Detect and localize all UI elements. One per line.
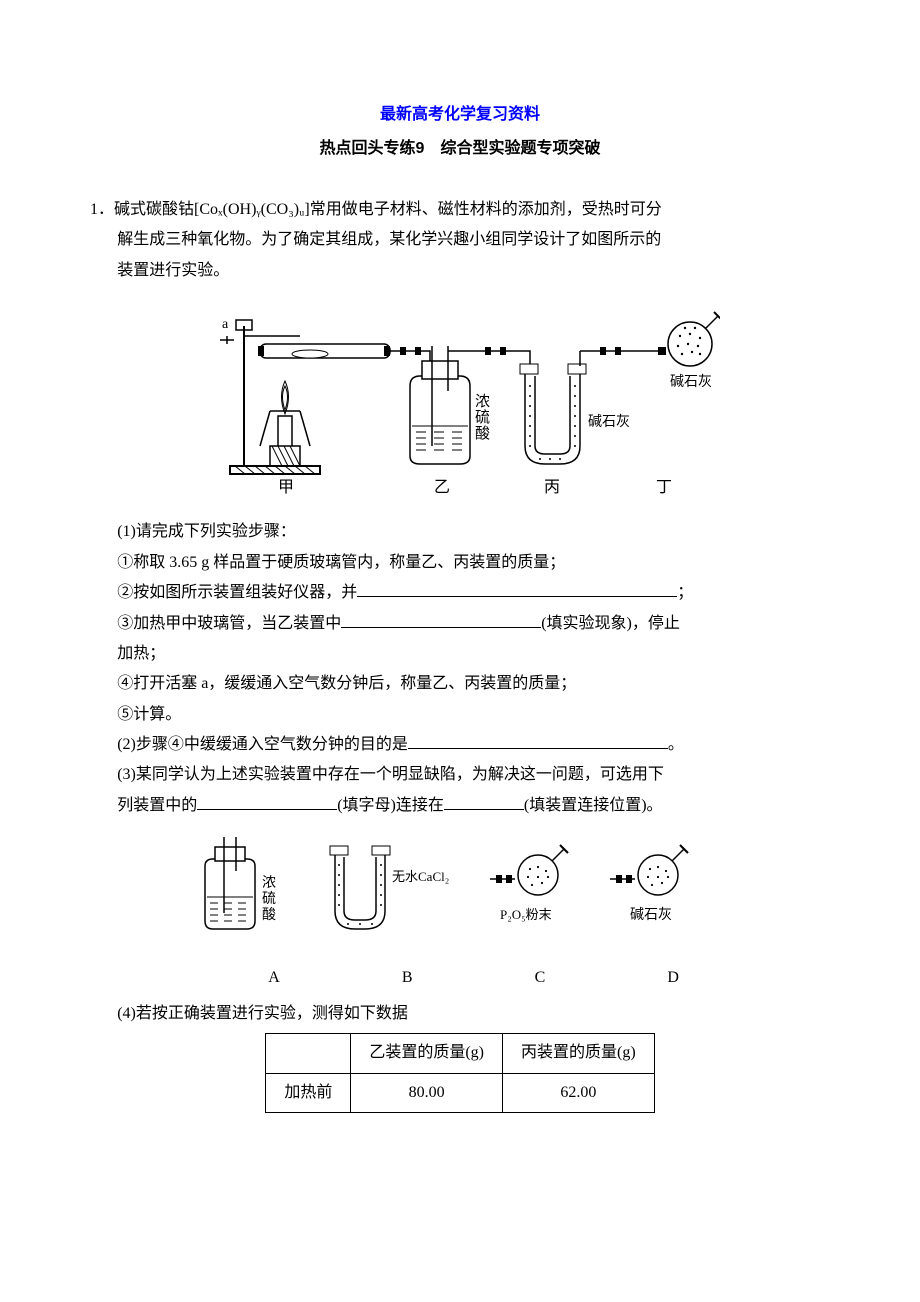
p1-step5: ⑤计算。	[90, 700, 830, 730]
blank-step2	[357, 581, 677, 597]
p3-l2a: 列装置中的	[117, 797, 197, 814]
p1-s3-b: (填实验现象)，停止	[541, 615, 680, 632]
svg-text:浓: 浓	[475, 393, 490, 410]
svg-text:丙: 丙	[544, 479, 560, 496]
svg-text:乙: 乙	[434, 479, 450, 496]
opt-b-label: B	[402, 963, 413, 993]
svg-text:碱石灰: 碱石灰	[630, 907, 672, 923]
table-col1: 乙装置的质量(g)	[351, 1034, 503, 1073]
p1-step3-line1: ③加热甲中玻璃管，当乙装置中 (填实验现象)，停止	[90, 609, 830, 639]
p1-step1: ①称取 3.65 g 样品置于硬质玻璃管内，称量乙、丙装置的质量；	[90, 548, 830, 578]
apparatus-diagram: a 甲	[90, 296, 830, 507]
p1-s2-b: ；	[677, 584, 693, 601]
p2-a: (2)步骤④中缓缓通入空气数分钟的目的是	[117, 736, 408, 753]
stem-l1: 碱式碳酸钴[Coₓ(OH)ᵧ(CO₃)ᵤ]常用做电子材料、磁性材料的添加剂，受热…	[114, 201, 662, 218]
svg-text:酸: 酸	[262, 907, 276, 923]
opt-a-label: A	[268, 963, 280, 993]
table-r1-v1: 80.00	[351, 1073, 503, 1112]
question-stem-line1: 1．碱式碳酸钴[Coₓ(OH)ᵧ(CO₃)ᵤ]常用做电子材料、磁性材料的添加剂，…	[90, 195, 830, 225]
p1-s2-a: ②按如图所示装置组装好仪器，并	[117, 584, 357, 601]
opt-c-label: C	[535, 963, 546, 993]
table-header-row: 乙装置的质量(g) 丙装置的质量(g)	[266, 1034, 654, 1073]
p3-line1: (3)某同学认为上述实验装置中存在一个明显缺陷，为解决这一问题，可选用下	[90, 760, 830, 790]
p1-s3-a: ③加热甲中玻璃管，当乙装置中	[117, 615, 341, 632]
svg-text:浓: 浓	[262, 875, 276, 891]
p1-step4: ④打开活塞 a，缓缓通入空气数分钟后，称量乙、丙装置的质量；	[90, 669, 830, 699]
p1-step2: ②按如图所示装置组装好仪器，并 ；	[90, 578, 830, 608]
table-col2: 丙装置的质量(g)	[503, 1034, 655, 1073]
blank-p2	[408, 733, 668, 749]
stem-l2: 解生成三种氧化物。为了确定其组成，某化学兴趣小组同学设计了如图所示的	[90, 225, 830, 255]
svg-text:P₂O₅粉末: P₂O₅粉末	[500, 907, 552, 922]
data-table: 乙装置的质量(g) 丙装置的质量(g) 加热前 80.00 62.00	[265, 1033, 654, 1113]
p3-line2: 列装置中的 (填字母)连接在 (填装置连接位置)。	[90, 791, 830, 821]
label-a: a	[222, 317, 229, 332]
blank-step3	[341, 612, 541, 628]
p1-lead: (1)请完成下列实验步骤：	[90, 517, 830, 547]
svg-text:丁: 丁	[656, 479, 672, 496]
opt-d-label: D	[667, 963, 679, 993]
p2-b: 。	[668, 736, 684, 753]
p2: (2)步骤④中缓缓通入空气数分钟的目的是 。	[90, 730, 830, 760]
svg-text:硫: 硫	[475, 409, 490, 426]
p3-l2c: (填装置连接位置)。	[524, 797, 663, 814]
table-r1-label: 加热前	[266, 1073, 351, 1112]
page-main-title: 最新高考化学复习资料	[90, 100, 830, 130]
stem-l3: 装置进行实验。	[90, 256, 830, 286]
svg-text:无水CaCl₂: 无水CaCl₂	[392, 869, 449, 884]
blank-p3a	[197, 794, 337, 810]
svg-text:碱石灰: 碱石灰	[588, 414, 630, 430]
question-number: 1．	[90, 201, 114, 218]
table-row: 加热前 80.00 62.00	[266, 1073, 654, 1112]
table-corner	[266, 1034, 351, 1073]
svg-text:甲: 甲	[278, 479, 294, 496]
p1-step3-line2: 加热；	[90, 639, 830, 669]
p4: (4)若按正确装置进行实验，测得如下数据	[90, 999, 830, 1029]
svg-text:酸: 酸	[475, 425, 490, 442]
page-sub-title: 热点回头专练9 综合型实验题专项突破	[90, 134, 830, 164]
blank-p3b	[444, 794, 524, 810]
svg-text:碱石灰: 碱石灰	[670, 374, 712, 390]
options-diagram: 浓 硫 酸 无水CaCl₂	[90, 831, 830, 952]
svg-text:硫: 硫	[262, 891, 276, 907]
p3-l2b: (填字母)连接在	[337, 797, 444, 814]
option-labels: A B C D	[180, 963, 740, 993]
table-r1-v2: 62.00	[503, 1073, 655, 1112]
question-1: 1．碱式碳酸钴[Coₓ(OH)ᵧ(CO₃)ᵤ]常用做电子材料、磁性材料的添加剂，…	[90, 195, 830, 1113]
